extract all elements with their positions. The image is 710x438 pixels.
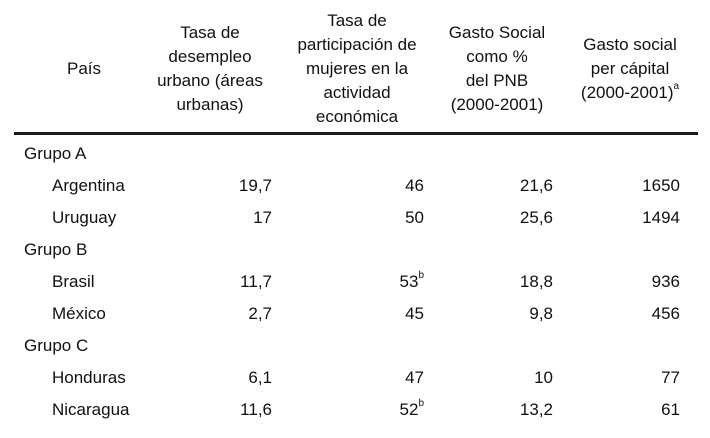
social-pc-value: 77 (661, 368, 680, 387)
country-name: Nicaragua (52, 400, 130, 419)
social-pc-value: 1494 (642, 208, 680, 227)
country-name: México (52, 304, 106, 323)
unemployment-value: 19,7 (238, 176, 272, 195)
header-social-per-capita: Gasto social per cápital (2000-2001)a (580, 35, 680, 102)
country-name: Argentina (52, 176, 125, 195)
group-row: Grupo A (0, 138, 710, 170)
table-row: Argentina 19,7 46 21,6 1650 (0, 170, 710, 202)
women-value: 50 (405, 208, 424, 227)
group-label: Grupo C (24, 336, 89, 355)
unemployment-value: 17 (253, 208, 272, 227)
unemployment-value: 2,7 (248, 304, 272, 323)
table-row: Honduras 6,1 47 10 77 (0, 362, 710, 394)
social-pnb-value: 13,2 (519, 400, 553, 419)
women-value: 53b (399, 270, 424, 291)
social-pc-value: 61 (661, 400, 680, 419)
group-row: Grupo C (0, 330, 710, 362)
unemployment-value: 11,7 (240, 272, 272, 291)
header-women-participation: Tasa de participación de mujeres en la a… (297, 11, 417, 126)
table-row: Nicaragua 11,6 52b 13,2 61 (0, 394, 710, 426)
social-pc-value: 1650 (642, 176, 680, 195)
social-pnb-value: 9,8 (529, 304, 553, 323)
country-name: Honduras (52, 368, 126, 387)
country-name: Uruguay (52, 208, 117, 227)
footnote-marker: a (673, 81, 680, 93)
group-row: Grupo B (0, 234, 710, 266)
women-value: 52b (399, 398, 424, 419)
table-header: País Tasa de desempleo urbano (áreas urb… (0, 0, 710, 134)
table-row: Brasil 11,7 53b 18,8 936 (0, 266, 710, 298)
unemployment-value: 11,6 (240, 400, 272, 419)
social-pc-value: 936 (651, 272, 680, 291)
social-pc-value: 456 (651, 304, 680, 323)
group-label: Grupo A (24, 144, 87, 163)
social-pnb-value: 25,6 (519, 208, 553, 227)
unemployment-value: 6,1 (248, 368, 272, 387)
footnote-marker: b (418, 270, 424, 282)
footnote-marker: b (418, 398, 424, 410)
header-unemployment: Tasa de desempleo urbano (áreas urbanas) (157, 23, 263, 114)
women-value: 47 (405, 368, 424, 387)
table-row: Uruguay 17 50 25,6 1494 (0, 202, 710, 234)
table-row: México 2,7 45 9,8 456 (0, 298, 710, 330)
women-value: 46 (405, 176, 424, 195)
header-country: País (66, 59, 102, 78)
social-pnb-value: 21,6 (519, 176, 553, 195)
country-name: Brasil (52, 272, 95, 291)
women-value: 45 (405, 304, 424, 323)
social-pnb-value: 18,8 (519, 272, 553, 291)
social-pnb-value: 10 (534, 368, 553, 387)
header-social-pnb: Gasto Social como % del PNB (2000-2001) (448, 23, 546, 114)
group-label: Grupo B (24, 240, 88, 259)
header-rule (14, 132, 698, 135)
